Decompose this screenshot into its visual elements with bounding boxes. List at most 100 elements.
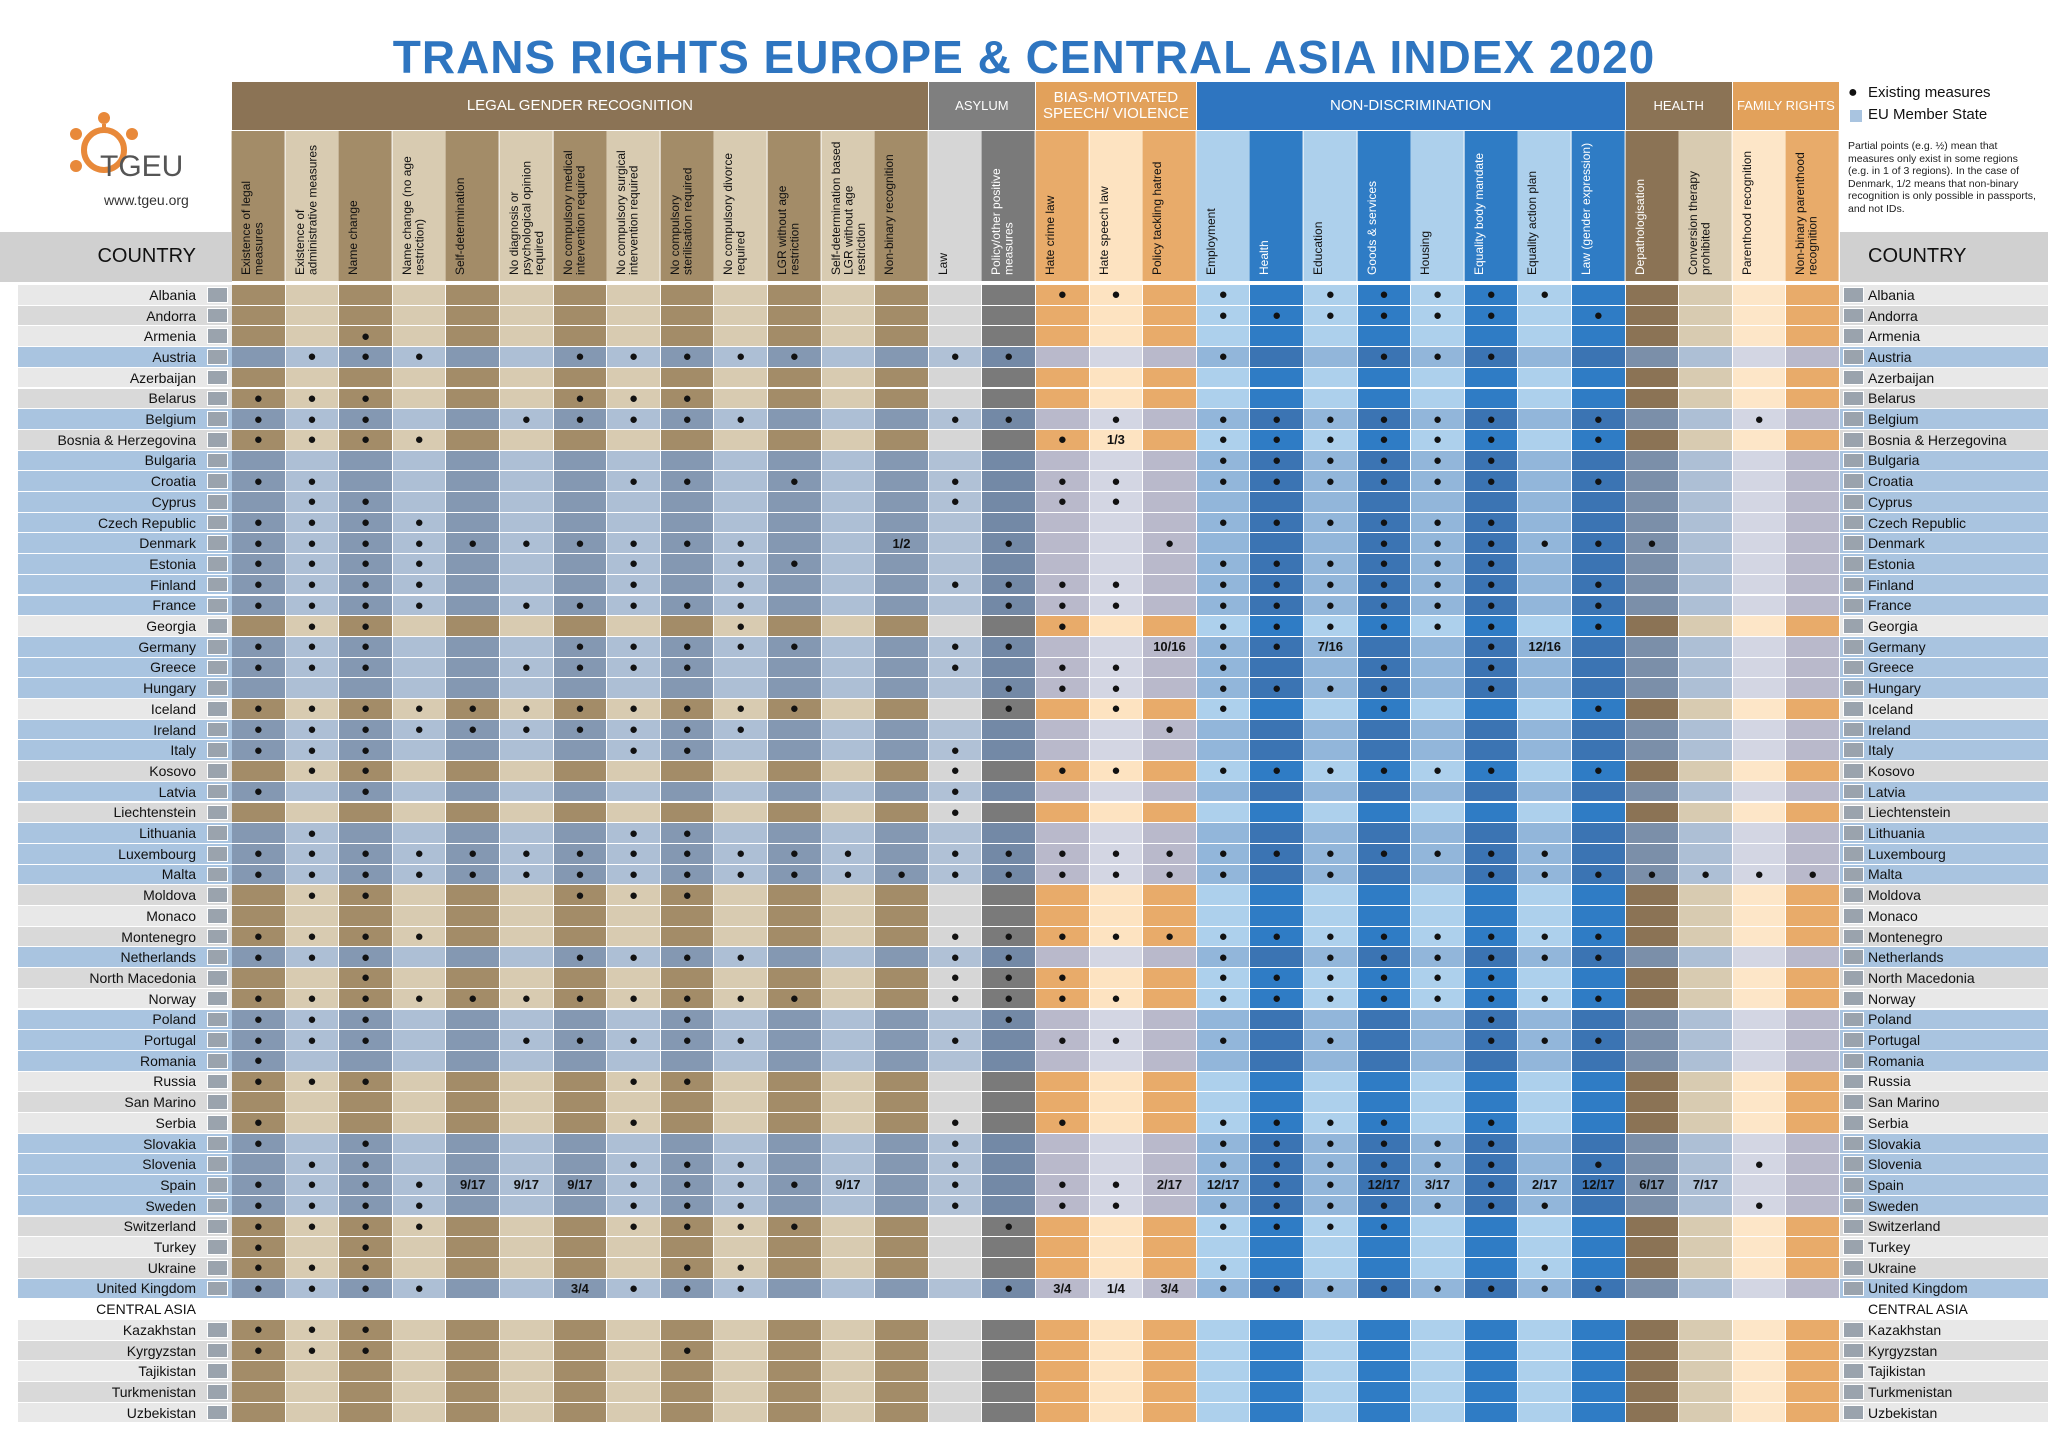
country-name: Serbia (1868, 1114, 1909, 1131)
cell: ● (714, 1278, 767, 1299)
cell (1572, 1195, 1625, 1216)
cell-value: ● (628, 1155, 639, 1173)
cell (1572, 885, 1625, 905)
cell: ● (1304, 1113, 1357, 1133)
cell: ● (553, 947, 607, 968)
row-label-bg (18, 388, 232, 409)
cell-value: ● (253, 741, 263, 759)
cell (446, 1278, 499, 1299)
cell (285, 1050, 339, 1071)
cell-value: ● (1004, 1217, 1014, 1235)
cell (1625, 843, 1679, 864)
cell (875, 1195, 928, 1216)
cell (285, 1092, 339, 1112)
cell (553, 781, 607, 802)
row-label-bg (1840, 1402, 2048, 1423)
cell (982, 1195, 1035, 1216)
cell: ● (1304, 512, 1357, 533)
cell (1250, 781, 1303, 802)
cell: ● (1732, 1195, 1786, 1216)
cell: ● (339, 429, 392, 450)
cell: ● (339, 885, 392, 905)
cell (1625, 367, 1679, 388)
cell: ● (1464, 347, 1518, 367)
row-label-bg (1840, 1361, 2048, 1382)
column-header: Self-determination based LGR without age… (821, 131, 875, 281)
cell-value: 9/17 (567, 1177, 593, 1193)
cell-value: ● (628, 1031, 639, 1049)
cell: ● (1250, 1216, 1303, 1237)
row-label-bg (1840, 781, 2048, 802)
flag (1843, 349, 1864, 365)
cell (500, 1195, 553, 1216)
row-label-bg (18, 781, 232, 802)
column-header: No compulsory sterilisation required (660, 131, 714, 281)
row-label-bg (18, 1402, 232, 1423)
cell (875, 1237, 928, 1257)
cell (1411, 781, 1464, 802)
cell (500, 492, 553, 512)
cell (875, 1278, 928, 1299)
flag (1843, 1363, 1864, 1380)
cell: ● (928, 947, 982, 968)
cell-value: ● (307, 493, 317, 511)
cell (1089, 1154, 1143, 1175)
cell (982, 802, 1035, 823)
cell (1357, 367, 1411, 388)
cell (1732, 968, 1786, 988)
cell-value: ● (628, 534, 639, 552)
cell-value: ● (1325, 307, 1335, 325)
cell-value: ● (575, 348, 585, 366)
cell (553, 1216, 607, 1237)
cell-value: ● (1486, 928, 1496, 946)
country-name: Spain (160, 1176, 196, 1193)
cell: ● (1304, 595, 1357, 616)
cell (1143, 512, 1196, 533)
cell (768, 1050, 821, 1071)
cell-value: ● (1540, 1197, 1550, 1215)
cell (928, 1320, 982, 1340)
cell: ● (553, 864, 607, 885)
cell (660, 492, 714, 512)
country-name: Moldova (143, 887, 196, 904)
cell (500, 326, 553, 347)
cell (1679, 616, 1732, 636)
cell: ● (660, 533, 714, 554)
cell-value: ● (1057, 762, 1067, 780)
cell (607, 1402, 660, 1423)
cell (232, 305, 285, 326)
cell (232, 802, 285, 823)
cell (875, 1257, 928, 1278)
cell-value: ● (1379, 1114, 1389, 1132)
cell: ● (1411, 988, 1464, 1009)
cell-value: ● (1379, 969, 1389, 987)
cell (1464, 1257, 1518, 1278)
cell (1036, 388, 1089, 409)
cell (768, 1320, 821, 1340)
cell-value: ● (521, 1031, 531, 1049)
cell (660, 1237, 714, 1257)
cell-value: ● (253, 576, 263, 594)
cell-value: ● (682, 1010, 692, 1028)
flag (1843, 1115, 1864, 1131)
country-name: Tajikistan (1868, 1363, 1926, 1380)
cell-value: ● (682, 638, 692, 656)
cell (1679, 492, 1732, 512)
row-label-bg (1840, 429, 2048, 450)
cell-value: ● (1272, 928, 1282, 946)
cell (1143, 761, 1196, 781)
flag (207, 369, 228, 386)
cell: ● (392, 595, 446, 616)
cell: ● (928, 761, 982, 781)
cell: ● (392, 1175, 446, 1195)
row-label-bg (1840, 1278, 2048, 1299)
cell (768, 906, 821, 926)
cell (1786, 1175, 1839, 1195)
cell: ● (1572, 305, 1625, 326)
cell-value: ● (414, 721, 424, 739)
cell (1357, 885, 1411, 905)
cell (1786, 926, 1839, 947)
cell (1089, 616, 1143, 636)
cell (1411, 1402, 1464, 1423)
cell: ● (446, 864, 499, 885)
